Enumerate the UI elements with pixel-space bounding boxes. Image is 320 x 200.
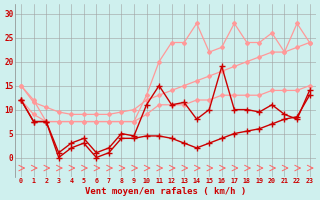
X-axis label: Vent moyen/en rafales ( km/h ): Vent moyen/en rafales ( km/h )	[85, 187, 246, 196]
